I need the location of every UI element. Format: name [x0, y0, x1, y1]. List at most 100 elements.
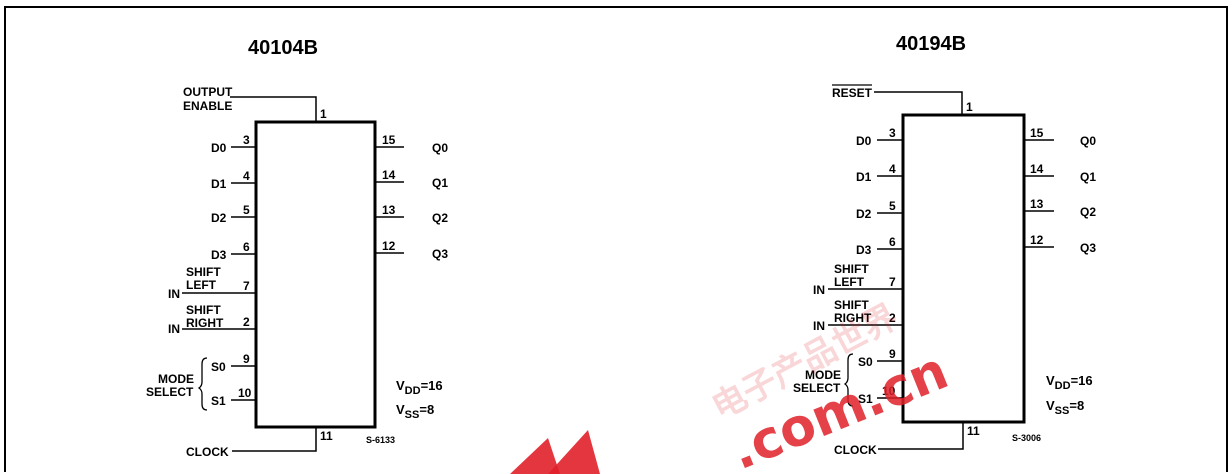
- figure-frame: [4, 6, 1228, 472]
- mode-label: MODE: [805, 368, 841, 382]
- figure-code: S-6133: [366, 435, 395, 445]
- pin-clock: CLOCK 11: [186, 427, 333, 459]
- pin-number: 12: [382, 239, 396, 253]
- pin-label: S0: [858, 355, 873, 369]
- pin-d2: D2 5: [856, 199, 903, 221]
- pin-s0: S0 9: [858, 347, 903, 369]
- pin-number: 1: [966, 100, 973, 114]
- pin-label: D1: [856, 170, 872, 184]
- pin-number: 3: [243, 133, 250, 147]
- pin-label: Q1: [432, 176, 448, 190]
- pin-shift-right: SHIFT RIGHT IN 2: [813, 298, 903, 333]
- pin-d0: D0 3: [856, 126, 903, 148]
- pin-number: 1: [320, 107, 327, 121]
- pin-label: S1: [211, 394, 226, 408]
- pin-q3: 12 Q3: [375, 239, 448, 261]
- pin-s1: S1 10: [211, 386, 256, 408]
- chip-title: 40194B: [896, 33, 966, 55]
- pin-label: S1: [858, 392, 873, 406]
- pin-number: 14: [1030, 162, 1044, 176]
- pin-number: 9: [889, 347, 896, 361]
- pin-clock: CLOCK 11: [834, 422, 980, 457]
- pin-q0: 15 Q0: [375, 133, 448, 155]
- pin-number: 4: [243, 169, 250, 183]
- pin-number: 10: [238, 386, 252, 400]
- pin-label: RIGHT: [186, 316, 224, 330]
- chip-40104b: 40104B OUTPUT ENABLE 1 D0 3 D1 4 D2 5 D3: [146, 37, 448, 459]
- watermark: 电子产品世界 .com.cn: [510, 297, 956, 474]
- pin-number: 13: [1030, 197, 1044, 211]
- pin-shift-left: SHIFT LEFT IN 7: [813, 262, 903, 297]
- pin-label: CLOCK: [834, 443, 877, 457]
- pin-number: 3: [889, 126, 896, 140]
- pin-reset: RESET 1: [832, 84, 973, 115]
- pin-label: Q2: [432, 211, 448, 225]
- pin-label: OUTPUT: [183, 85, 233, 99]
- watermark-logo-shape: [548, 430, 600, 474]
- pin-label: LEFT: [834, 275, 865, 289]
- pin-label: Q3: [432, 247, 448, 261]
- pin-number: 11: [320, 429, 333, 443]
- pin-label: IN: [168, 287, 180, 301]
- pin-number: 9: [243, 352, 250, 366]
- pin-label: Q3: [1080, 241, 1096, 255]
- pin-label: Q2: [1080, 205, 1096, 219]
- pin-label: ENABLE: [183, 99, 232, 113]
- vdd-label: VDD=16: [1046, 373, 1093, 392]
- pin-s0: S0 9: [211, 352, 256, 374]
- pin-label: SHIFT: [186, 265, 221, 279]
- pin-number: 15: [1030, 126, 1044, 140]
- pin-label: S0: [211, 360, 226, 374]
- pin-label: IN: [168, 322, 180, 336]
- pin-output-enable: OUTPUT ENABLE 1: [183, 85, 327, 122]
- pin-label: Q0: [1080, 134, 1096, 148]
- pin-shift-right: SHIFT RIGHT IN 2: [168, 303, 256, 336]
- pin-number: 6: [889, 235, 896, 249]
- pin-number: 7: [889, 275, 896, 289]
- watermark-logo-shape: [510, 438, 560, 474]
- pin-label: D0: [211, 141, 227, 155]
- pin-q2: 13 Q2: [1024, 197, 1096, 219]
- pin-number: 15: [382, 133, 396, 147]
- mode-label: MODE: [158, 372, 194, 386]
- pin-q1: 14 Q1: [1024, 162, 1096, 184]
- pin-label: SHIFT: [186, 303, 221, 317]
- mode-select-group: MODE SELECT: [146, 357, 208, 411]
- pin-label: SHIFT: [834, 262, 869, 276]
- pin-d1: D1 4: [856, 162, 903, 184]
- pin-label: LEFT: [186, 278, 217, 292]
- vss-label: VSS=8: [396, 402, 434, 421]
- pin-q0: 15 Q0: [1024, 126, 1096, 148]
- chip-title: 40104B: [248, 37, 318, 59]
- chip-40194b: 40194B RESET 1 D0 3 D1 4 D2 5 D3 6: [793, 33, 1096, 457]
- pin-shift-left: SHIFT LEFT IN 7: [168, 265, 256, 301]
- vdd-label: VDD=16: [396, 378, 443, 397]
- pin-number: 4: [889, 162, 896, 176]
- chip-body: [254, 120, 377, 429]
- pin-d1: D1 4: [211, 169, 256, 191]
- vss-label: VSS=8: [1046, 398, 1084, 417]
- pin-label: D3: [856, 243, 872, 257]
- pin-number: 12: [1030, 233, 1044, 247]
- figure-code: S-3006: [1012, 433, 1041, 443]
- mode-select-group: MODE SELECT: [793, 353, 854, 407]
- pin-label: Q1: [1080, 170, 1096, 184]
- pin-s1: S1 10: [858, 384, 903, 406]
- pin-number: 10: [882, 384, 896, 398]
- pin-number: 6: [243, 240, 250, 254]
- pin-label: CLOCK: [186, 445, 229, 459]
- mode-label: SELECT: [146, 385, 194, 399]
- pin-number: 7: [243, 279, 250, 293]
- pin-number: 13: [382, 203, 396, 217]
- pin-q1: 14 Q1: [375, 168, 448, 190]
- pin-number: 14: [382, 168, 396, 182]
- pin-label: D3: [211, 248, 227, 262]
- mode-label: SELECT: [793, 381, 841, 395]
- pin-q2: 13 Q2: [375, 203, 448, 225]
- pin-label: Q0: [432, 141, 448, 155]
- pin-d2: D2 5: [211, 203, 256, 225]
- pin-number: 11: [967, 424, 980, 438]
- pin-d0: D0 3: [211, 133, 256, 155]
- pin-number: 2: [889, 311, 896, 325]
